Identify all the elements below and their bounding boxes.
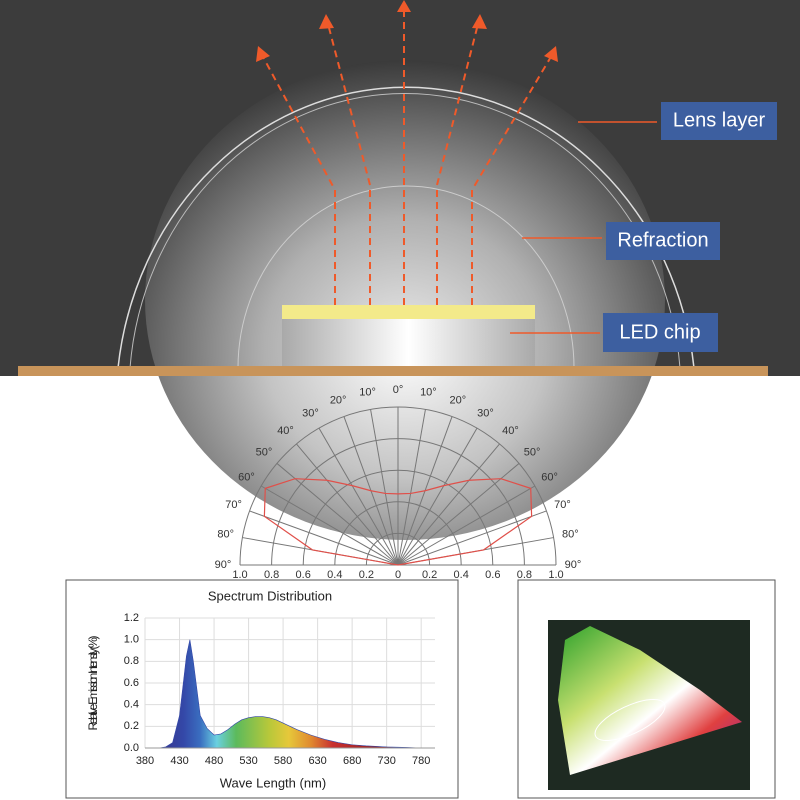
theta-tick-label: 90° xyxy=(565,559,582,571)
y-axis-label: Relative Emission Intensity (%) xyxy=(86,636,100,731)
substrate xyxy=(18,366,768,376)
theta-tick-label: 90° xyxy=(215,559,232,571)
polar-spoke xyxy=(397,510,547,566)
theta-tick-label: 30° xyxy=(302,407,319,419)
chart-title: Spectrum Distribution xyxy=(208,588,332,603)
x-tick-label: 730 xyxy=(377,755,395,767)
y-tick-label: 1.0 xyxy=(124,634,139,646)
polar-spoke xyxy=(296,443,399,566)
intensity-curve xyxy=(397,478,533,566)
theta-tick-label: 70° xyxy=(225,499,242,511)
intensity-curve xyxy=(263,478,399,566)
inner-dome xyxy=(237,185,575,369)
polar-spoke xyxy=(397,409,426,566)
label-box xyxy=(606,222,720,260)
polar-spoke xyxy=(260,485,399,566)
x-tick-label: 630 xyxy=(308,755,326,767)
theta-tick-label: 50° xyxy=(256,446,273,458)
x-tick-label: 480 xyxy=(205,755,223,767)
polar-spoke xyxy=(397,427,478,566)
polar-spoke xyxy=(249,510,399,566)
polar-spoke xyxy=(276,463,399,566)
y-tick-label: 0.0 xyxy=(124,742,139,754)
phosphor-layer xyxy=(282,305,535,319)
y-tick-label: 0.6 xyxy=(124,677,139,689)
r-tick-label: 0.6 xyxy=(485,569,500,581)
r-tick-label: 1.0 xyxy=(232,569,247,581)
label-box xyxy=(661,102,777,140)
y-tick-label: 0.8 xyxy=(124,655,139,667)
r-tick-label: 0.8 xyxy=(264,569,279,581)
r-tick-label: 0.8 xyxy=(517,569,532,581)
theta-tick-label: 80° xyxy=(562,529,579,541)
chip-body xyxy=(282,318,535,368)
r-tick-label: 0.6 xyxy=(296,569,311,581)
theta-tick-label: 20° xyxy=(450,394,467,406)
label-leaders xyxy=(510,121,657,334)
x-tick-label: 530 xyxy=(239,755,257,767)
refraction-label: Refraction xyxy=(617,229,708,251)
x-tick-label: 780 xyxy=(412,755,430,767)
r-tick-label: 0.4 xyxy=(327,569,342,581)
spectrum-frame xyxy=(65,579,459,799)
cie-horseshoe xyxy=(558,626,742,775)
theta-tick-label: 0° xyxy=(393,384,404,396)
label-box xyxy=(603,313,718,352)
arrow-heads xyxy=(256,0,558,62)
theta-tick-label: 20° xyxy=(330,394,347,406)
polar-spoke xyxy=(318,427,399,566)
theta-tick-label: 50° xyxy=(524,446,541,458)
y-tick-label: 0.4 xyxy=(124,699,139,711)
x-tick-label: 380 xyxy=(136,755,154,767)
chip-label: LED chip xyxy=(619,321,700,343)
theta-tick-label: 60° xyxy=(541,471,558,483)
theta-tick-label: 30° xyxy=(477,407,494,419)
theta-tick-label: 40° xyxy=(502,425,519,437)
r-tick-label: 0.4 xyxy=(454,569,469,581)
x-tick-label: 430 xyxy=(170,755,188,767)
theta-tick-label: 60° xyxy=(238,471,255,483)
polar-spoke xyxy=(397,463,520,566)
r-tick-label: 0 xyxy=(395,569,401,581)
light-rays xyxy=(261,8,553,305)
led-diagram: Lens layer Refraction LED chip xyxy=(0,0,800,540)
spectrum-area xyxy=(145,639,422,749)
polar-spoke xyxy=(397,443,500,566)
x-tick-label: 580 xyxy=(274,755,292,767)
r-tick-label: 1.0 xyxy=(548,569,563,581)
theta-tick-label: 10° xyxy=(359,387,376,399)
cie-ellipse xyxy=(594,699,666,741)
r-tick-label: 0.2 xyxy=(359,569,374,581)
x-tick-label: 680 xyxy=(343,755,361,767)
r-tick-label: 0.2 xyxy=(422,569,437,581)
y-tick-label: 0.2 xyxy=(124,720,139,732)
theta-tick-label: 80° xyxy=(217,529,234,541)
y-tick-label: 1.2 xyxy=(124,612,139,624)
x-axis-label: Wave Length (nm) xyxy=(220,775,326,790)
spectrum-chart: 0.0 0.2 0.4 0.6 0.8 1.0 1.2 380 430 480 530 580 630 6… xyxy=(86,588,435,790)
polar-spoke xyxy=(370,409,399,566)
theta-tick-label: 10° xyxy=(420,387,437,399)
polar-spoke xyxy=(397,485,536,566)
theta-tick-label: 70° xyxy=(554,499,571,511)
theta-tick-label: 40° xyxy=(277,425,294,437)
lens-label: Lens layer xyxy=(673,109,766,131)
